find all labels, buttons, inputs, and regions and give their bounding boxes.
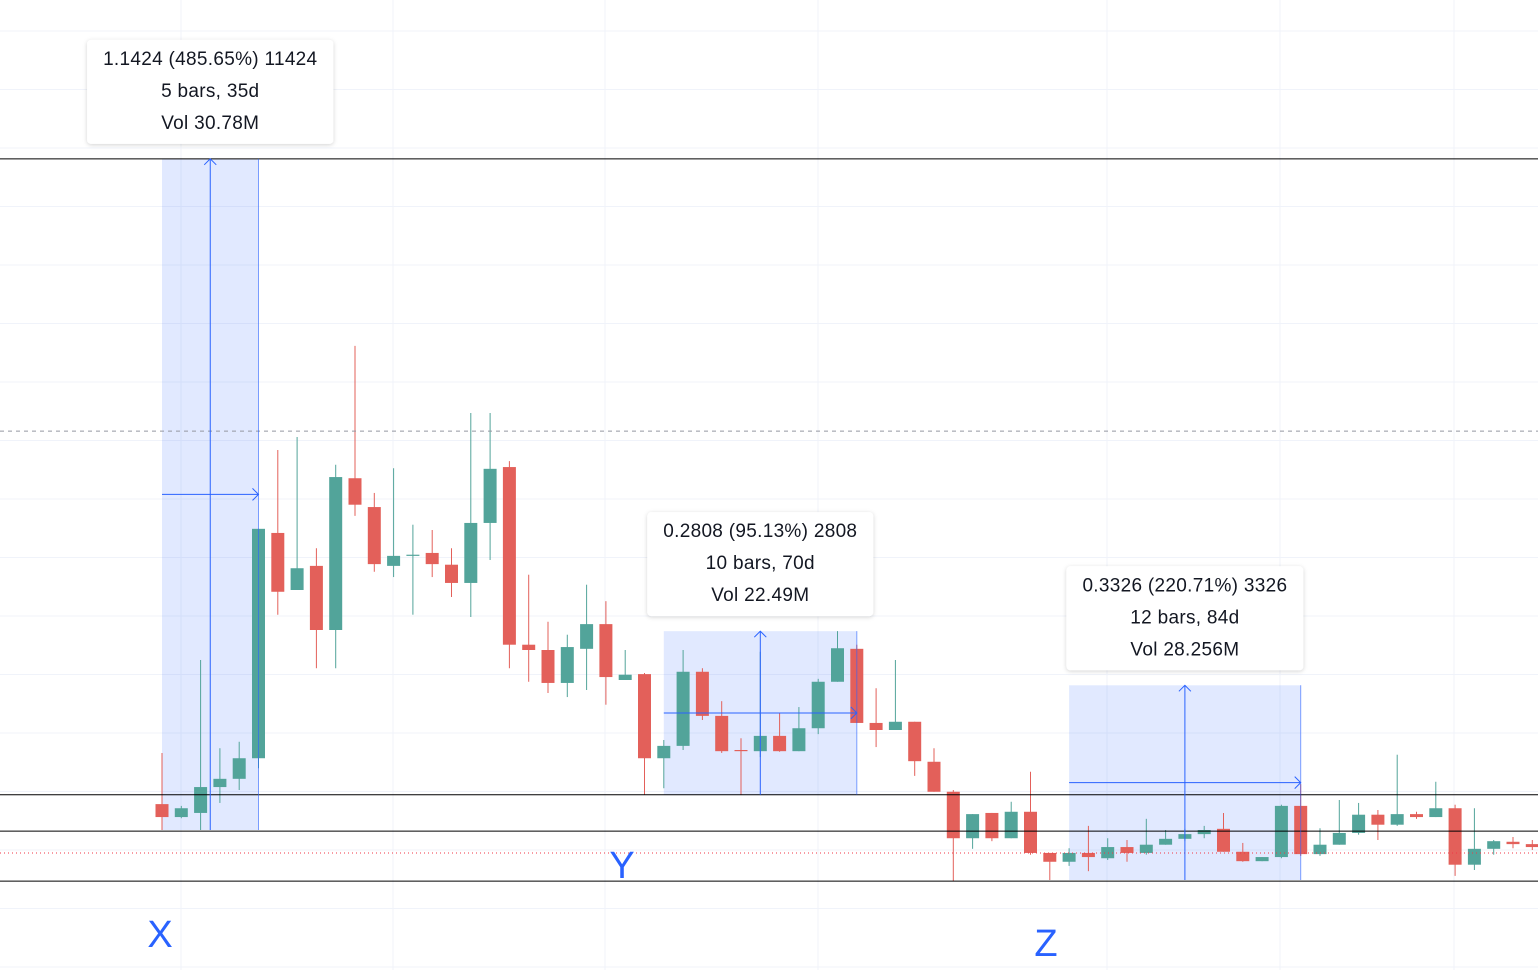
- candle-body: [348, 478, 362, 505]
- candle-body: [387, 555, 401, 566]
- candle-body: [1159, 838, 1173, 845]
- candle-body: [1487, 841, 1501, 849]
- candle-body: [464, 522, 478, 583]
- tooltip-line: Vol 30.78M: [161, 113, 259, 134]
- candle-body: [367, 507, 381, 565]
- candle-body: [1429, 808, 1443, 818]
- candle-body: [290, 568, 304, 590]
- candle-body: [869, 722, 883, 730]
- candle-body: [541, 650, 555, 683]
- chart-marker: Z: [1034, 923, 1057, 965]
- candle-body: [425, 552, 439, 565]
- tooltip-line: 1.1424 (485.65%) 11424: [103, 49, 317, 70]
- tooltip-box: [647, 512, 874, 617]
- candle-body: [1043, 852, 1057, 862]
- candle-body: [618, 674, 632, 680]
- candle-body: [309, 565, 323, 630]
- candle-body: [599, 624, 613, 678]
- chart-marker: X: [147, 914, 172, 956]
- tooltip-line: 10 bars, 70d: [706, 553, 815, 574]
- candle-body: [1352, 814, 1366, 833]
- candle-body: [1390, 814, 1404, 825]
- candle-body: [1448, 808, 1462, 865]
- candle-body: [695, 671, 709, 716]
- candle-body: [888, 721, 902, 730]
- candle-body: [1081, 852, 1095, 858]
- candle-body: [1024, 811, 1037, 853]
- chart-marker: Y: [609, 845, 634, 887]
- candle-body: [1313, 844, 1327, 855]
- tooltip-line: 0.2808 (95.13%) 2808: [663, 521, 857, 542]
- candle-body: [522, 644, 536, 650]
- candle-body: [483, 468, 497, 523]
- tooltip-line: 0.3326 (220.71%) 3326: [1082, 575, 1287, 596]
- candle-body: [1236, 851, 1250, 862]
- candle-body: [1062, 852, 1076, 862]
- candle-body: [927, 761, 941, 792]
- candle-body: [194, 787, 208, 813]
- arrow-head: [203, 158, 217, 166]
- candle-body: [966, 814, 980, 839]
- candle-body: [213, 778, 227, 788]
- candle-body: [1139, 844, 1153, 853]
- candle-body: [715, 715, 729, 752]
- candle-body: [580, 624, 594, 649]
- measure-tooltip: 0.3326 (220.71%) 3326 12 bars, 84d Vol 28.…: [1066, 566, 1304, 671]
- candle-body: [734, 750, 748, 752]
- candle-body: [1101, 847, 1115, 859]
- candle-body: [329, 477, 343, 630]
- measure-tooltip: 0.2808 (95.13%) 2808 10 bars, 70d Vol 22.4…: [647, 512, 874, 617]
- candle-body: [908, 721, 922, 762]
- candle-body: [1217, 828, 1230, 852]
- arrow-head: [753, 630, 767, 638]
- candle-body: [1467, 848, 1481, 865]
- candle-body: [985, 812, 999, 839]
- candle-body: [676, 671, 690, 746]
- candle-body: [1410, 814, 1423, 818]
- candle-body: [831, 648, 844, 682]
- tooltip-box: [1066, 566, 1304, 671]
- candle-body: [155, 804, 169, 818]
- candle-body: [232, 758, 246, 779]
- candle-body: [406, 554, 420, 556]
- candle-body: [946, 791, 960, 839]
- candle-body: [445, 564, 458, 583]
- candle-body: [792, 728, 806, 752]
- candle-body: [1332, 832, 1346, 845]
- candle-body: [638, 674, 651, 759]
- candle-body: [811, 681, 825, 729]
- tooltip-line: 12 bars, 84d: [1130, 607, 1239, 628]
- candle-body: [271, 532, 285, 592]
- candle-body: [502, 467, 516, 645]
- candle-body: [1525, 844, 1538, 848]
- tooltip-line: 5 bars, 35d: [161, 81, 259, 102]
- tooltip-line: Vol 28.256M: [1130, 639, 1239, 660]
- candle-body: [1371, 814, 1385, 825]
- candle-body: [657, 745, 671, 759]
- candle-body: [1506, 841, 1520, 845]
- candle-body: [1004, 811, 1018, 839]
- measure-tooltip: 1.1424 (485.65%) 11424 5 bars, 35d Vol 30.…: [87, 39, 334, 144]
- candle-body: [1120, 847, 1134, 853]
- candle-body: [1197, 830, 1211, 835]
- tooltip-line: Vol 22.49M: [711, 585, 809, 606]
- arrow-head: [1178, 684, 1192, 692]
- candle-body: [174, 808, 188, 818]
- candle-body: [560, 647, 574, 683]
- candle-body: [1255, 857, 1269, 862]
- candle-body: [773, 735, 787, 752]
- tooltip-box: [87, 39, 334, 144]
